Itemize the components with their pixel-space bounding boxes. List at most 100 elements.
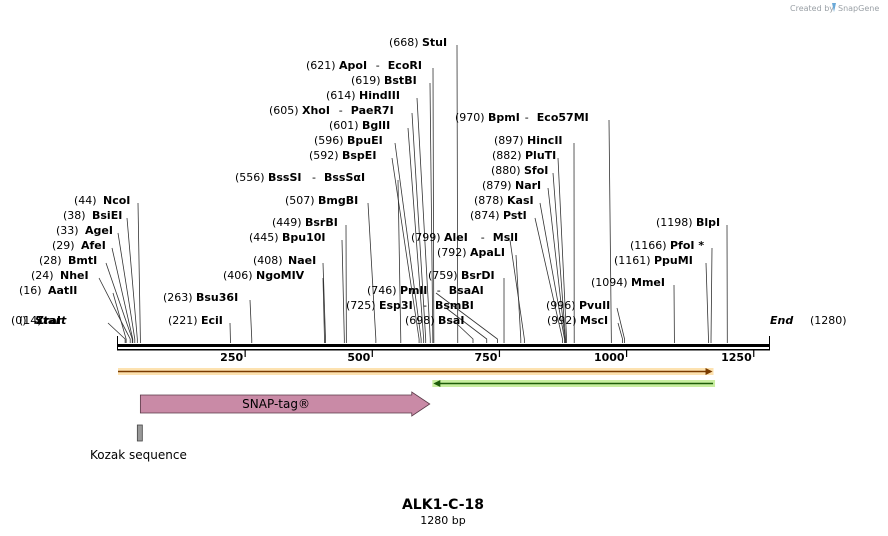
enzyme-name[interactable]: BlpI xyxy=(696,216,720,229)
enzyme-name[interactable]: Esp3I xyxy=(379,299,413,312)
enzyme-position: (668) xyxy=(389,36,419,49)
enzyme-position: (874) xyxy=(470,209,500,222)
enzyme-name[interactable]: EciI xyxy=(201,314,223,327)
snap-tag-feature[interactable] xyxy=(139,391,431,417)
enzyme-name[interactable]: NarI xyxy=(515,179,541,192)
enzyme-name[interactable]: HindIII xyxy=(359,89,400,102)
enzyme-name[interactable]: ApoI xyxy=(339,59,367,72)
enzyme-name[interactable]: AgeI xyxy=(85,224,113,237)
credit-prefix: Created by xyxy=(790,4,834,13)
start-label: Start xyxy=(35,314,67,327)
enzyme-position: (746) xyxy=(367,284,397,297)
tick-label: 250 xyxy=(220,351,243,364)
enzyme-position: (1198) xyxy=(656,216,693,229)
enzyme-position: (897) xyxy=(494,134,524,147)
enzyme-position: (445) xyxy=(249,231,279,244)
enzyme-name[interactable]: MmeI xyxy=(631,276,665,289)
enzyme-name[interactable]: HincII xyxy=(527,134,563,147)
enzyme-name[interactable]: BsrDI xyxy=(461,269,495,282)
enzyme-name[interactable]: NaeI xyxy=(288,254,316,267)
enzyme-name[interactable]: ZraI xyxy=(36,314,61,327)
enzyme-name[interactable]: BspEI xyxy=(342,149,376,162)
enzyme-name[interactable]: MscI xyxy=(580,314,608,327)
enzyme-leader-line xyxy=(509,239,525,343)
enzyme-name[interactable]: XhoI xyxy=(302,104,330,117)
enzyme-leader-line xyxy=(455,322,474,343)
map-title: ALK1-C-18 xyxy=(402,497,484,513)
enzyme-leader-line xyxy=(407,127,425,343)
credit-brand[interactable]: SnapGene xyxy=(838,4,879,13)
enzyme-position: (1094) xyxy=(591,276,628,289)
enzyme-name[interactable]: Bpu10I xyxy=(282,231,326,244)
enzyme-position: (556) xyxy=(235,171,265,184)
sequence-backbone[interactable] xyxy=(117,336,770,351)
enzyme-position: (992) xyxy=(547,314,577,327)
enzyme-name[interactable]: PmlI xyxy=(400,284,427,297)
enzyme-name[interactable]: AatII xyxy=(48,284,77,297)
enzyme-leader-line xyxy=(616,307,625,343)
enzyme-name[interactable]: AleI xyxy=(444,231,468,244)
enzyme-name-isoschizomer[interactable]: BsmBI xyxy=(435,299,474,312)
tick-label: 1250 xyxy=(721,351,752,364)
enzyme-separator: - xyxy=(339,104,343,117)
enzyme-leader-line xyxy=(435,292,498,343)
enzyme-name-isoschizomer[interactable]: MslI xyxy=(493,231,518,244)
enzyme-name-isoschizomer[interactable]: BssSαI xyxy=(324,171,365,184)
enzyme-name[interactable]: BpuEI xyxy=(347,134,383,147)
enzyme-name-isoschizomer[interactable]: EcoRI xyxy=(388,59,422,72)
enzyme-leader-line xyxy=(117,232,136,343)
enzyme-position: (44) xyxy=(74,194,97,207)
enzyme-leader-line xyxy=(445,307,488,343)
enzyme-name[interactable]: StuI xyxy=(422,36,447,49)
enzyme-separator: - xyxy=(525,111,529,124)
enzyme-position: (596) xyxy=(314,134,344,147)
enzyme-position: (601) xyxy=(329,119,359,132)
enzyme-leader-line xyxy=(705,262,709,343)
enzyme-name[interactable]: PluTI xyxy=(525,149,556,162)
enzyme-name[interactable]: BglII xyxy=(362,119,390,132)
enzyme-name[interactable]: AfeI xyxy=(81,239,106,252)
enzyme-name[interactable]: PpuMI xyxy=(654,254,693,267)
enzyme-name[interactable]: BmgBI xyxy=(318,194,358,207)
enzyme-position: (28) xyxy=(39,254,62,267)
enzyme-name[interactable]: ApaLI xyxy=(470,246,505,259)
enzyme-position: (263) xyxy=(163,291,193,304)
enzyme-name[interactable]: PvuII xyxy=(579,299,610,312)
enzyme-name[interactable]: PstI xyxy=(503,209,527,222)
enzyme-name[interactable]: BsrBI xyxy=(305,216,338,229)
enzyme-leader-line xyxy=(534,217,563,343)
enzyme-name[interactable]: BpmI xyxy=(488,111,520,124)
end-position: (1280) xyxy=(810,314,847,327)
enzyme-name[interactable]: BstBI xyxy=(384,74,417,87)
enzyme-name-isoschizomer[interactable]: BsaAI xyxy=(449,284,484,297)
enzyme-name[interactable]: BssSI xyxy=(268,171,302,184)
enzyme-separator: - xyxy=(437,284,441,297)
enzyme-name[interactable]: NheI xyxy=(60,269,89,282)
enzyme-name[interactable]: BsaI xyxy=(438,314,464,327)
enzyme-position: (698) xyxy=(405,314,435,327)
enzyme-name-isoschizomer[interactable]: Eco57MI xyxy=(537,111,589,124)
enzyme-position: (29) xyxy=(52,239,75,252)
tick-label: 500 xyxy=(347,351,370,364)
enzyme-leader-line xyxy=(249,299,253,343)
enzyme-name[interactable]: KasI xyxy=(507,194,534,207)
end-label: End xyxy=(770,314,793,327)
enzyme-name[interactable]: BmtI xyxy=(68,254,97,267)
enzyme-name-isoschizomer[interactable]: PaeR7I xyxy=(351,104,394,117)
start-position: (0) xyxy=(11,314,27,327)
enzyme-leader-line xyxy=(367,202,377,343)
enzyme-leader-line xyxy=(391,157,420,343)
enzyme-name[interactable]: NgoMIV xyxy=(256,269,305,282)
enzyme-name[interactable]: PfoI * xyxy=(670,239,704,252)
enzyme-name[interactable]: SfoI xyxy=(524,164,548,177)
enzyme-position: (16) xyxy=(19,284,42,297)
enzyme-name[interactable]: NcoI xyxy=(103,194,130,207)
enzyme-position: (725) xyxy=(346,299,376,312)
kozak-feature[interactable] xyxy=(136,424,143,442)
enzyme-labels: (14)ZraI (16) AatII (24) NheI (28) BmtI (29) Afe… xyxy=(19,36,720,327)
enzyme-position: (408) xyxy=(253,254,283,267)
enzyme-leader-line xyxy=(547,187,566,343)
enzyme-name[interactable]: Bsu36I xyxy=(196,291,238,304)
enzyme-name[interactable]: BsiEI xyxy=(92,209,122,222)
